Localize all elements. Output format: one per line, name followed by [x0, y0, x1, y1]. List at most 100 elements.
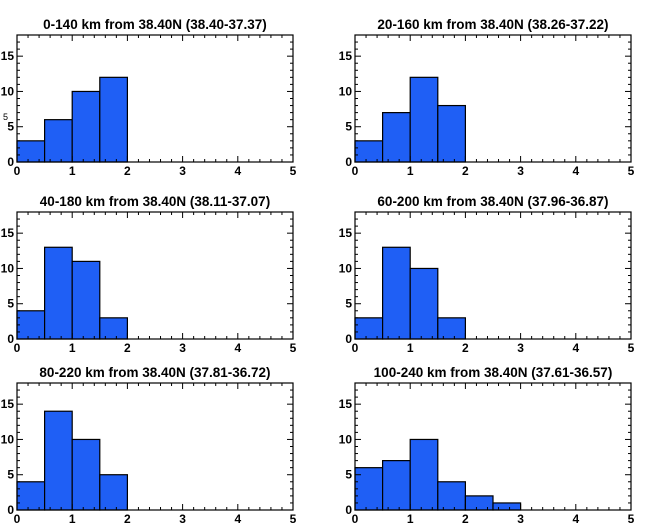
- histogram-bar: [43, 246, 73, 340]
- histogram-bar: [354, 467, 384, 511]
- y-tick-label: 15: [1, 49, 15, 63]
- x-tick-label: 2: [462, 512, 469, 526]
- histogram-bar: [409, 438, 439, 511]
- histogram-panel-1: 0-140 km from 38.40N (38.40-37.37) 0 1 2 3 4 5…: [1, 17, 297, 178]
- x-tick-label: 4: [234, 512, 241, 526]
- x-tick-label: 1: [407, 512, 414, 526]
- histogram-panel-4: 60-200 km from 38.40N (37.96-36.87) 0 1 2 3 4…: [339, 194, 635, 355]
- histogram-bar: [409, 267, 439, 340]
- x-tick-label: 3: [179, 341, 186, 355]
- x-tick-label: 4: [572, 512, 579, 526]
- x-tick-label: 1: [69, 512, 76, 526]
- histogram-bar: [437, 317, 466, 340]
- y-tick-label: 5: [345, 468, 352, 482]
- histogram-bar: [382, 246, 411, 340]
- x-tick-label: 5: [628, 512, 635, 526]
- histogram-bar: [16, 481, 46, 511]
- y-tick-label: 15: [1, 397, 15, 411]
- histogram-bar: [43, 119, 73, 163]
- x-tick-label: 5: [628, 341, 635, 355]
- x-tick-label: 3: [517, 164, 524, 178]
- y-tick-label: 10: [1, 432, 15, 446]
- histogram-bar: [382, 112, 411, 163]
- x-tick-label: 5: [628, 164, 635, 178]
- x-tick-label: 5: [290, 341, 297, 355]
- histogram-bar: [99, 317, 129, 340]
- x-tick-label: 5: [290, 164, 297, 178]
- y-tick-label: 5: [345, 297, 352, 311]
- histogram-bar: [16, 140, 46, 163]
- x-tick-label: 1: [69, 341, 76, 355]
- x-tick-label: 0: [352, 512, 359, 526]
- x-tick-label: 2: [124, 164, 131, 178]
- y-tick-label: 10: [339, 84, 353, 98]
- panel-title: 20-160 km from 38.40N (38.26-37.22): [377, 17, 608, 32]
- histogram-bar: [71, 438, 101, 511]
- histogram-bar: [382, 460, 411, 511]
- x-tick-label: 1: [407, 164, 414, 178]
- panel-title: 0-140 km from 38.40N (38.40-37.37): [43, 17, 267, 32]
- histogram-bar: [437, 481, 466, 511]
- x-tick-label: 3: [179, 512, 186, 526]
- panel-title: 40-180 km from 38.40N (38.11-37.07): [40, 194, 270, 209]
- y-tick-label: 15: [339, 397, 353, 411]
- histogram-bar: [71, 90, 101, 163]
- x-tick-label: 1: [407, 341, 414, 355]
- y-tick-label: 0: [7, 155, 14, 169]
- y-tick-label: 5: [7, 468, 14, 482]
- x-tick-label: 3: [517, 341, 524, 355]
- y-tick-label: 5: [7, 297, 14, 311]
- x-tick-label: 2: [462, 164, 469, 178]
- y-tick-label: 5: [345, 120, 352, 134]
- histogram-bar: [71, 260, 101, 340]
- panel-title: 60-200 km from 38.40N (37.96-36.87): [377, 194, 608, 209]
- x-tick-label: 0: [14, 341, 21, 355]
- y-tick-label: 5: [7, 120, 14, 134]
- x-tick-label: 0: [352, 341, 359, 355]
- x-tick-label: 4: [234, 164, 241, 178]
- x-tick-label: 0: [14, 164, 21, 178]
- y-tick-label: 0: [345, 503, 352, 517]
- y-tick-label: 0: [7, 332, 14, 346]
- x-tick-label: 4: [234, 341, 241, 355]
- x-tick-label: 3: [517, 512, 524, 526]
- histogram-bar: [464, 495, 494, 511]
- histogram-panel-5: 80-220 km from 38.40N (37.81-36.72) 0 1 2 3 4…: [1, 365, 297, 526]
- histogram-panel-3: 40-180 km from 38.40N (38.11-37.07) 0 1 2 3 4…: [1, 194, 297, 355]
- histogram-bar: [43, 410, 73, 511]
- y-tick-label: 15: [339, 49, 353, 63]
- histogram-panel-6: 100-240 km from 38.40N (37.61-36.57) 0 1 2 3…: [339, 365, 635, 526]
- y-tick-label: 10: [339, 432, 353, 446]
- panel-title: 80-220 km from 38.40N (37.81-36.72): [39, 365, 270, 380]
- x-tick-label: 2: [124, 512, 131, 526]
- histogram-bar: [99, 474, 129, 511]
- y-tick-label: 10: [339, 261, 353, 275]
- y-tick-label: 15: [339, 226, 353, 240]
- histogram-bar: [354, 140, 384, 163]
- panel-title: 100-240 km from 38.40N (37.61-36.57): [374, 365, 613, 380]
- x-tick-label: 5: [290, 512, 297, 526]
- histogram-bar: [354, 317, 384, 340]
- y-tick-label: 0: [345, 332, 352, 346]
- histogram-bar: [409, 76, 439, 163]
- y-tick-label: 10: [1, 84, 15, 98]
- y-tick-label: 10: [1, 261, 15, 275]
- histogram-panel-2: 20-160 km from 38.40N (38.26-37.22) 0 1 2 3 4…: [339, 17, 635, 178]
- stray-mark: 5: [3, 112, 9, 122]
- x-tick-label: 2: [124, 341, 131, 355]
- x-tick-label: 0: [352, 164, 359, 178]
- y-tick-label: 15: [1, 226, 15, 240]
- x-tick-label: 1: [69, 164, 76, 178]
- x-tick-label: 3: [179, 164, 186, 178]
- y-tick-label: 0: [7, 503, 14, 517]
- y-tick-label: 0: [345, 155, 352, 169]
- x-tick-label: 4: [572, 341, 579, 355]
- histogram-bar: [437, 104, 466, 163]
- x-tick-label: 2: [462, 341, 469, 355]
- histogram-bar: [99, 76, 129, 163]
- x-tick-label: 0: [14, 512, 21, 526]
- histogram-bar: [492, 502, 522, 511]
- x-tick-label: 4: [572, 164, 579, 178]
- histogram-bar: [16, 310, 46, 340]
